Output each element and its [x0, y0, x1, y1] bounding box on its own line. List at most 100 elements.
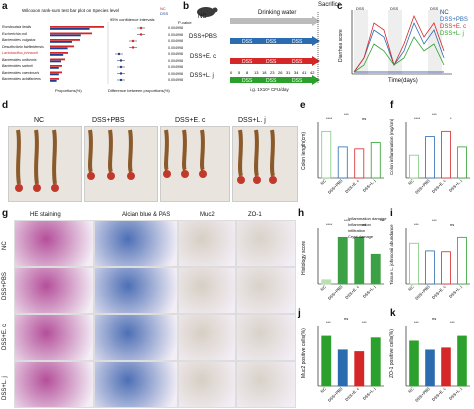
dss-band-3: DSS [430, 6, 439, 11]
sig-label: ns [362, 116, 366, 121]
bar [441, 251, 451, 285]
bar [354, 236, 365, 285]
bar-dss [50, 34, 81, 37]
bar-nc [50, 26, 104, 28]
group-dss-pbs: DSS+PBS [189, 34, 217, 40]
sig-label: *** [344, 112, 349, 117]
species-label: Desulfovibrio fairfieldensis [2, 44, 44, 49]
legend-item: DSS+E. c [440, 24, 467, 30]
sig-label: **** [326, 222, 333, 227]
x-tick-label: DSS+L. j [362, 386, 377, 401]
timeline-tick: 42 [310, 70, 315, 75]
panel-label-h: h [298, 208, 305, 219]
pvalue: 0.004998 [168, 26, 183, 30]
histology-image [178, 267, 236, 314]
bar [457, 335, 467, 387]
sig-label: *** [414, 222, 419, 227]
mouse-icon [197, 7, 215, 17]
bar-dss [50, 73, 59, 76]
legend-item: DSS+PBS [440, 17, 468, 23]
sig-label: **** [326, 116, 333, 121]
x-tick-label: DSS+E. c [431, 284, 447, 300]
x-tick-label: NC [319, 284, 327, 292]
colon [254, 129, 259, 177]
cecum [199, 170, 207, 178]
bar [409, 340, 419, 387]
pvalue: 0.004998 [168, 58, 183, 63]
bar [441, 130, 451, 179]
colon [200, 129, 205, 172]
cecum [127, 172, 135, 180]
ci-point [119, 59, 123, 62]
species-label: Bacteroides acidifaciens [2, 77, 41, 81]
colon [270, 129, 275, 177]
colon [88, 129, 93, 173]
chart-f: NC DSS+PBS DSS+E. c DSS+L. j******** [405, 112, 470, 195]
histology-image [236, 314, 296, 361]
drinking-water-label: Drinking water [258, 10, 297, 16]
x-tick-label: DSS+PBS [414, 386, 431, 403]
chart-i: NC DSS+PBS DSS+E. c DSS+L. j *** *** ns [405, 218, 470, 301]
panel-a-ci-title: 95% confidence intervals [110, 17, 155, 22]
dss-tag: DSS [242, 78, 253, 84]
h-ylabel: Histology score [301, 240, 307, 275]
dss-tag: DSS [266, 39, 277, 45]
f-ylabel: Colon inflammation (mg/cm) [389, 118, 394, 175]
x-tick-label: NC [319, 386, 327, 394]
histology-image [14, 267, 94, 314]
x-tick-label: DSS+PBS [414, 178, 431, 195]
histology-image [14, 220, 94, 267]
row-ec: DSS+E. c [2, 323, 8, 350]
chart-k: NC DSS+PBS DSS+E. c DSS+L. j *** ns *** [405, 316, 470, 403]
colon-photo-lj [232, 126, 298, 202]
bar-dss [50, 47, 68, 50]
dss-tag: DSS [242, 39, 253, 45]
cecum [253, 176, 261, 184]
panel-label-j: j [298, 308, 301, 319]
histology-image [178, 361, 236, 408]
x-tick-label: NC [407, 178, 415, 186]
species-label: Lactobacillus johnsonii [2, 51, 38, 55]
panel-label-c: c [337, 1, 343, 12]
dss-tag: DSS [266, 78, 277, 84]
cecum [87, 172, 95, 180]
timeline-tick: 23 [270, 70, 275, 75]
bar [354, 148, 365, 179]
bar [441, 347, 451, 387]
histology-image [178, 220, 236, 267]
bar-dss [50, 41, 72, 43]
pvalue-label: P-value [178, 20, 192, 25]
panel-c-legend: NC DSS+PBS DSS+E. c DSS+L. j [440, 10, 468, 38]
timeline-tick: 26 [278, 70, 283, 75]
cecum [107, 172, 115, 180]
colon-drawings [15, 129, 277, 192]
panel-c-ylabel: Diarrhea score [338, 29, 344, 62]
series-line [353, 21, 445, 73]
panel-label-g: g [2, 208, 9, 219]
i-ylabel: Tissue L. johnsonii abundance [389, 224, 394, 285]
legend-dss: DSS [160, 11, 169, 16]
dss-tag: DSS [266, 59, 277, 65]
dss-tag: DSS [242, 59, 253, 65]
colon-photo-pbs [84, 126, 158, 202]
colon-photo-ec [160, 126, 230, 202]
pvalue: 0.004998 [168, 32, 183, 37]
dss-tag: DSS [292, 39, 303, 45]
arrow-head [312, 56, 320, 66]
x-tick-label: DSS+PBS [327, 178, 344, 195]
colon [238, 129, 243, 177]
bar [337, 146, 348, 179]
cecum [269, 176, 277, 184]
timeline-tick: 18 [262, 70, 267, 75]
timeline-arrow [230, 77, 312, 83]
pvalue: 0.004998 [168, 65, 183, 69]
sig-label: ns [344, 316, 348, 321]
histology-image [14, 361, 94, 408]
pvalue-list: 0.004998 0.004998 0.004998 0.004998 0.004998… [168, 26, 190, 85]
d-label-pbs: DSS+PBS [92, 117, 125, 124]
sig-label: *** [414, 320, 419, 325]
timeline-tick: 34 [294, 70, 299, 75]
pvalue: 0.004998 [168, 78, 183, 82]
x-tick-label: DSS+L. j [448, 386, 463, 401]
legend-item: DSS+L. j [440, 31, 464, 37]
